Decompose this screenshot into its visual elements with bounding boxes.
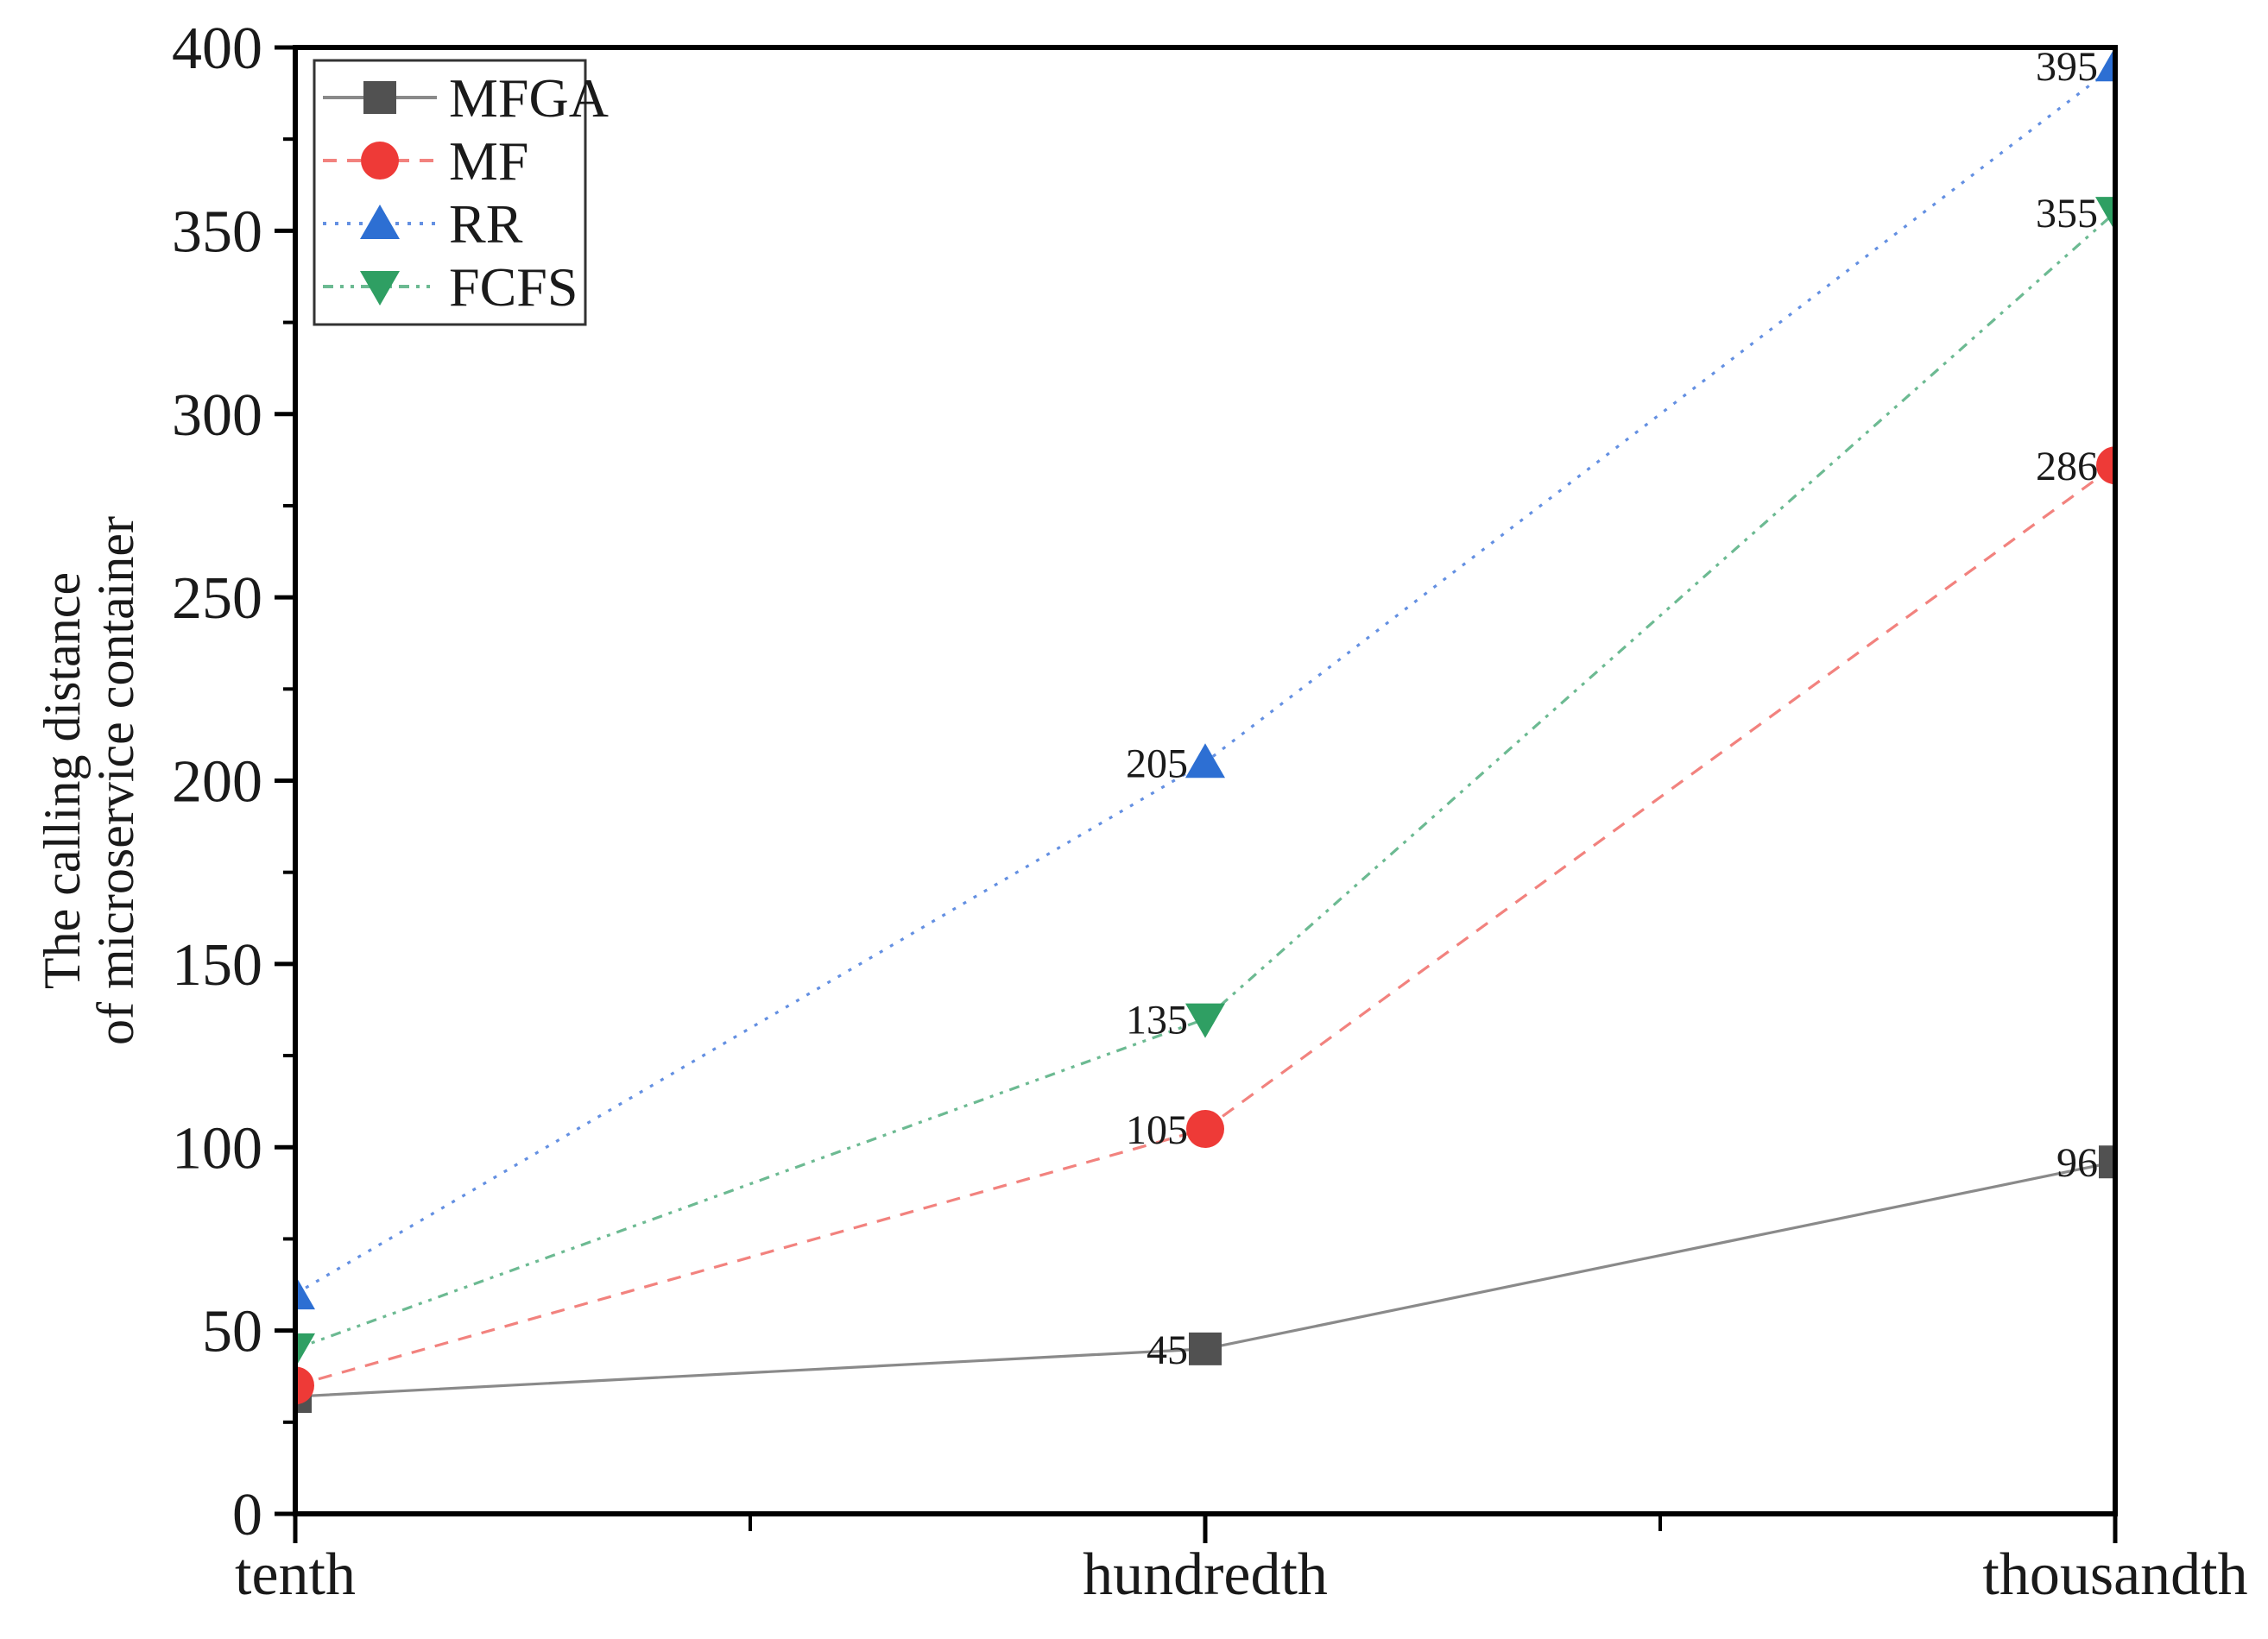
legend-item-fcfs: FCFS <box>323 256 578 318</box>
legend-item-rr: RR <box>323 193 523 255</box>
data-label-mf-hundredth: 105 <box>1126 1107 1188 1153</box>
legend-label-fcfs: FCFS <box>449 256 578 318</box>
series-marker-mfga-1 <box>1189 1332 1222 1365</box>
legend-label-mf: MF <box>449 130 529 192</box>
series-marker-mfga-2 <box>2099 1145 2115 1179</box>
legend-marker-mf <box>361 142 399 180</box>
legend-marker-mfga <box>363 81 396 114</box>
y-axis-title-line-1: The calling distance <box>34 572 91 989</box>
series-marker-rr-1 <box>1185 743 1225 779</box>
legend-item-mf: MF <box>323 130 529 192</box>
series-marker-mf-2 <box>2096 446 2115 485</box>
y-tick-label-50: 50 <box>202 1299 262 1365</box>
data-label-fcfs-hundredth: 135 <box>1126 998 1188 1043</box>
series-marker-fcfs-2 <box>2095 197 2115 232</box>
data-label-mfga-thousandth: 96 <box>2056 1140 2098 1186</box>
series-marker-mf-1 <box>1186 1110 1224 1149</box>
y-tick-label-200: 200 <box>172 749 262 816</box>
legend-label-mfga: MFGA <box>449 67 609 129</box>
series-marker-fcfs-1 <box>1185 1003 1225 1038</box>
x-category-label-hundredth: hundredth <box>1083 1541 1328 1608</box>
y-axis-title: The calling distanceof microservice cont… <box>34 516 144 1045</box>
legend-item-mfga: MFGA <box>323 67 609 129</box>
y-tick-label-250: 250 <box>172 565 262 632</box>
series-marker-rr-0 <box>295 1275 315 1310</box>
y-tick-label-0: 0 <box>232 1482 262 1548</box>
y-tick-label-400: 400 <box>172 16 262 82</box>
x-category-label-thousandth: thousandth <box>1982 1541 2247 1608</box>
legend-marker-fcfs <box>360 271 400 306</box>
y-tick-label-350: 350 <box>172 199 262 265</box>
y-tick-label-150: 150 <box>172 932 262 999</box>
plot-area <box>295 47 2115 1414</box>
legend-border <box>313 59 587 326</box>
y-tick-label-300: 300 <box>172 382 262 449</box>
series-marker-rr-2 <box>2095 47 2115 82</box>
series-marker-fcfs-0 <box>295 1333 315 1368</box>
data-label-fcfs-thousandth: 355 <box>2036 191 2098 236</box>
data-label-mf-thousandth: 286 <box>2036 444 2098 489</box>
data-labels: 45 96 105 286 205 395 135 355 <box>1126 44 2098 1373</box>
y-axis-title-line-2: of microservice container <box>87 516 144 1045</box>
data-label-rr-hundredth: 205 <box>1126 741 1188 786</box>
series-marker-mf-0 <box>295 1366 314 1405</box>
legend-label-rr: RR <box>449 193 523 255</box>
y-tick-label-100: 100 <box>172 1115 262 1182</box>
x-axis: tenth hundredth thousandth <box>235 1514 2248 1608</box>
data-label-rr-thousandth: 395 <box>2036 44 2098 90</box>
data-label-mfga-hundredth: 45 <box>1147 1327 1188 1373</box>
x-category-label-tenth: tenth <box>235 1541 356 1608</box>
legend-marker-rr <box>360 205 400 239</box>
y-axis: 0 50 100 150 200 250 300 350 400 <box>172 16 295 1548</box>
